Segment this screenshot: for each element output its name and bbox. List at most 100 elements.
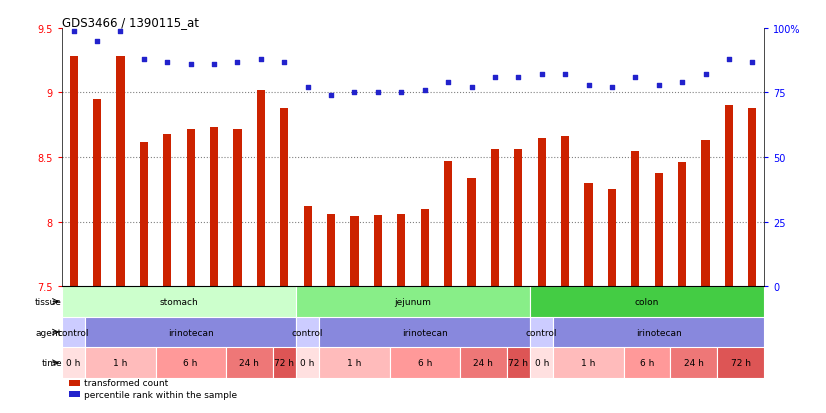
- Bar: [553, 347, 624, 378]
- Bar: [225, 347, 273, 378]
- Bar: [585, 183, 592, 286]
- Text: 24 h: 24 h: [473, 358, 493, 367]
- Bar: [69, 391, 79, 397]
- Bar: [530, 317, 553, 347]
- Bar: [320, 317, 530, 347]
- Bar: [374, 216, 382, 286]
- Point: [746, 59, 759, 66]
- Text: 1 h: 1 h: [582, 358, 596, 367]
- Bar: [296, 347, 320, 378]
- Bar: [671, 347, 717, 378]
- Text: control: control: [292, 328, 324, 337]
- Bar: [631, 151, 639, 286]
- Text: 24 h: 24 h: [240, 358, 259, 367]
- Point: [511, 74, 525, 81]
- Text: 72 h: 72 h: [508, 358, 529, 367]
- Bar: [506, 347, 530, 378]
- Bar: [717, 347, 764, 378]
- Point: [582, 82, 595, 89]
- Point: [722, 57, 735, 63]
- Bar: [678, 163, 686, 286]
- Text: transformed count: transformed count: [84, 379, 169, 387]
- Bar: [553, 317, 764, 347]
- Text: 1 h: 1 h: [113, 358, 128, 367]
- Text: 24 h: 24 h: [684, 358, 704, 367]
- Point: [184, 62, 197, 68]
- Point: [418, 88, 431, 94]
- Bar: [460, 347, 506, 378]
- Point: [535, 72, 548, 78]
- Text: agent: agent: [36, 328, 62, 337]
- Point: [558, 72, 572, 78]
- Text: 72 h: 72 h: [731, 358, 751, 367]
- Bar: [390, 347, 460, 378]
- Text: 6 h: 6 h: [417, 358, 432, 367]
- Bar: [655, 173, 662, 286]
- Bar: [187, 129, 195, 286]
- Point: [254, 57, 268, 63]
- Point: [137, 57, 150, 63]
- Point: [441, 80, 454, 86]
- Bar: [530, 286, 764, 317]
- Point: [207, 62, 221, 68]
- Text: irinotecan: irinotecan: [168, 328, 214, 337]
- Point: [160, 59, 173, 66]
- Bar: [530, 347, 553, 378]
- Point: [67, 28, 80, 35]
- Bar: [62, 347, 85, 378]
- Point: [230, 59, 244, 66]
- Point: [348, 90, 361, 97]
- Point: [699, 72, 712, 78]
- Bar: [164, 135, 171, 286]
- Bar: [85, 347, 155, 378]
- Text: 0 h: 0 h: [66, 358, 81, 367]
- Point: [278, 59, 291, 66]
- Bar: [273, 347, 296, 378]
- Bar: [491, 150, 499, 286]
- Bar: [155, 347, 225, 378]
- Bar: [561, 137, 569, 286]
- Bar: [515, 150, 522, 286]
- Bar: [234, 129, 241, 286]
- Text: 6 h: 6 h: [183, 358, 198, 367]
- Bar: [538, 138, 546, 286]
- Point: [395, 90, 408, 97]
- Text: colon: colon: [635, 297, 659, 306]
- Text: time: time: [41, 358, 62, 367]
- Bar: [320, 347, 390, 378]
- Bar: [725, 106, 733, 286]
- Point: [605, 85, 619, 91]
- Point: [652, 82, 665, 89]
- Text: control: control: [526, 328, 558, 337]
- Text: irinotecan: irinotecan: [636, 328, 681, 337]
- Point: [676, 80, 689, 86]
- Bar: [85, 317, 296, 347]
- Bar: [701, 141, 710, 286]
- Text: jejunum: jejunum: [395, 297, 431, 306]
- Bar: [397, 214, 406, 286]
- Bar: [62, 317, 85, 347]
- Point: [301, 85, 314, 91]
- Bar: [62, 286, 296, 317]
- Bar: [327, 214, 335, 286]
- Bar: [93, 100, 101, 286]
- Bar: [116, 57, 125, 286]
- Text: irinotecan: irinotecan: [401, 328, 448, 337]
- Bar: [748, 109, 757, 286]
- Bar: [296, 286, 530, 317]
- Bar: [608, 190, 616, 286]
- Text: stomach: stomach: [159, 297, 198, 306]
- Point: [629, 74, 642, 81]
- Bar: [210, 128, 218, 286]
- Bar: [69, 380, 79, 386]
- Text: 6 h: 6 h: [640, 358, 654, 367]
- Point: [90, 38, 104, 45]
- Text: 1 h: 1 h: [347, 358, 362, 367]
- Bar: [624, 347, 671, 378]
- Point: [372, 90, 385, 97]
- Text: tissue: tissue: [35, 297, 62, 306]
- Point: [488, 74, 501, 81]
- Text: 72 h: 72 h: [274, 358, 294, 367]
- Point: [114, 28, 127, 35]
- Bar: [140, 142, 148, 286]
